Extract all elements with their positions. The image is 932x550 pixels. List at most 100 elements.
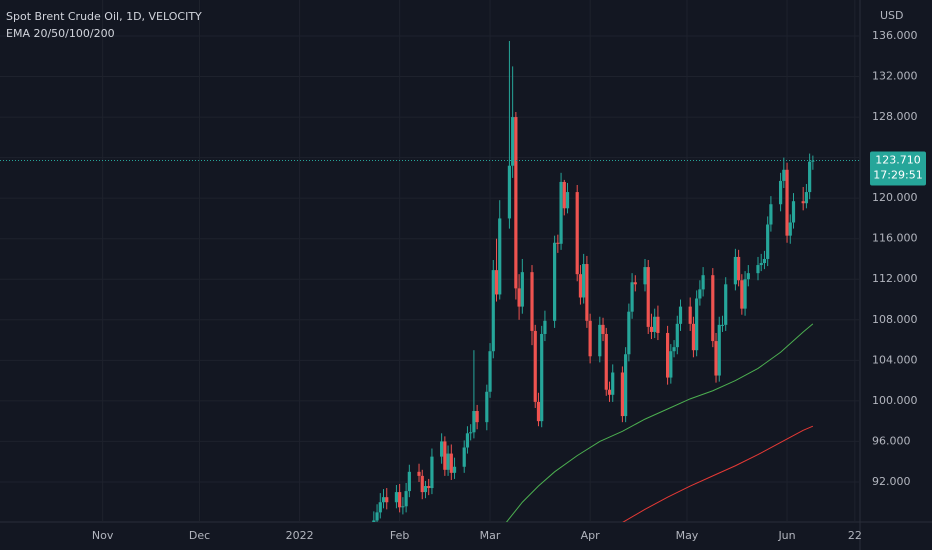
candle-body (530, 272, 534, 331)
currency-label: USD (880, 9, 904, 22)
x-tick-label: Dec (189, 529, 210, 542)
candle-body (559, 181, 563, 244)
candle-body (782, 169, 786, 181)
candle-body (498, 218, 502, 295)
ema-line (505, 323, 814, 522)
candle-body (407, 471, 411, 492)
candle-body (607, 389, 612, 395)
candle-body (611, 372, 615, 395)
candle-body (485, 391, 489, 423)
candle-body (678, 306, 683, 324)
candle-body (653, 316, 657, 332)
y-tick-label: 112.000 (872, 272, 918, 285)
candle-body (423, 486, 428, 493)
candle-body (604, 333, 608, 390)
candle-body (808, 161, 812, 193)
candle-body (649, 326, 654, 332)
candle-body (672, 347, 676, 352)
candle-body (494, 270, 499, 295)
candle-body (630, 282, 634, 312)
candle-body (491, 270, 495, 352)
candle-body (553, 242, 557, 321)
candle-body (575, 192, 579, 275)
candle-body (511, 117, 515, 166)
candle-body (627, 311, 631, 355)
plot-area (0, 0, 860, 522)
candle-body (540, 333, 544, 422)
candle-body (646, 267, 650, 327)
candle-body (543, 320, 547, 334)
candle-body (756, 265, 760, 274)
candle-body (472, 411, 476, 433)
candle-body (811, 160, 815, 162)
candle-body (711, 275, 715, 342)
candle-body (778, 180, 783, 205)
candle-body (440, 441, 444, 457)
candle-body (417, 471, 421, 476)
candle-body (733, 256, 737, 285)
x-tick-label: Jun (777, 529, 795, 542)
candle-body (430, 456, 434, 489)
candle-body (507, 165, 512, 219)
candle-body (401, 506, 405, 508)
candle-body (698, 289, 702, 299)
candle-body (475, 411, 479, 423)
candle-body (598, 324, 602, 357)
candle-body (791, 201, 796, 223)
y-tick-label: 136.000 (872, 29, 918, 42)
x-tick-label: 22 (848, 529, 862, 542)
candle-body (533, 330, 537, 402)
candle-body (385, 497, 389, 503)
candle-body (562, 181, 566, 209)
candle-body (759, 263, 763, 266)
candle-body (669, 351, 673, 378)
y-tick-label: 92.000 (872, 475, 911, 488)
candle-body (737, 256, 741, 281)
x-tick-label: May (676, 529, 699, 542)
candle-body (624, 354, 628, 417)
candle-body (375, 512, 379, 521)
candle-body (714, 341, 718, 376)
candle-body (720, 324, 725, 326)
candle-body (462, 447, 466, 467)
candle-body (788, 222, 792, 236)
y-tick-label: 132.000 (872, 70, 918, 83)
candle-body (536, 401, 541, 422)
candle-body (717, 324, 721, 376)
y-tick-label: 96.000 (872, 434, 911, 447)
last-price-box (870, 151, 926, 186)
x-tick-label: Nov (92, 529, 114, 542)
candle-body (620, 372, 625, 417)
candle-body (520, 272, 524, 307)
y-tick-label: 128.000 (872, 110, 918, 123)
candle-body (582, 264, 586, 298)
candle-body (785, 169, 789, 236)
x-tick-label: Mar (480, 529, 501, 542)
candle-body (588, 320, 592, 357)
candle-body (465, 433, 470, 448)
candle-body (601, 324, 605, 334)
candle-body (420, 475, 424, 493)
candle-body (665, 332, 670, 378)
candle-body (695, 298, 699, 351)
candle-body (578, 274, 583, 298)
y-tick-label: 104.000 (872, 353, 918, 366)
candle-body (724, 284, 728, 325)
candle-body (443, 441, 447, 470)
candle-body (740, 280, 744, 309)
candle-body (469, 432, 473, 434)
y-tick-label: 120.000 (872, 191, 918, 204)
candle-body (514, 117, 518, 289)
x-tick-label: Apr (581, 529, 601, 542)
candle-body (801, 201, 805, 204)
candle-body (378, 502, 382, 513)
indicator-label: EMA 20/50/100/200 (6, 27, 115, 40)
candle-body (762, 258, 767, 264)
x-tick-label: 2022 (286, 529, 314, 542)
last-price-label: 123.710 (875, 154, 921, 167)
candle-body (585, 264, 589, 321)
candle-body (746, 273, 750, 280)
candle-body (452, 466, 457, 473)
x-tick-label: Feb (390, 529, 409, 542)
